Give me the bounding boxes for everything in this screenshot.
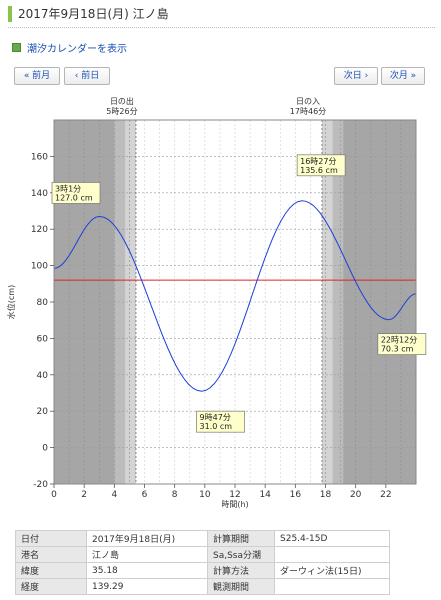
y-tick-label: 160 (31, 152, 48, 162)
x-tick-label: 16 (290, 490, 302, 500)
y-tick-label: 140 (31, 189, 48, 199)
y-tick-label: 60 (37, 334, 49, 344)
annotation-level: 127.0 cm (55, 193, 93, 202)
sunset-label: 日の入 (296, 97, 320, 106)
table-cell: 経度 (15, 578, 87, 595)
table-cell (274, 578, 390, 595)
x-tick-label: 0 (51, 490, 57, 500)
sunrise-label: 日の出 (110, 96, 134, 106)
y-tick-label: 20 (37, 407, 49, 417)
info-table: 日付 2017年9月18日(月) 計算期間 S25.4-15D 港名 江ノ島 S… (15, 530, 390, 595)
x-axis-ticks: 0 2 4 6 8 10 12 14 16 18 20 22 (51, 484, 392, 500)
table-cell: ダーウィン法(15日) (274, 562, 390, 579)
x-tick-label: 8 (172, 490, 178, 500)
calendar-link-label: 潮汐カレンダーを表示 (27, 44, 127, 55)
table-cell: 日付 (15, 530, 87, 547)
calendar-icon (12, 43, 21, 52)
table-cell: S25.4-15D (274, 530, 390, 547)
table-cell: 港名 (15, 546, 87, 563)
y-axis-ticks: -20 0 20 40 60 80 100 120 140 160 (31, 152, 54, 490)
annotation-box (196, 410, 245, 433)
table-cell: 計算方法 (207, 562, 275, 579)
annotation-time: 9時47分 (200, 413, 231, 422)
y-tick-label: 0 (42, 444, 48, 454)
x-axis-label: 時間(h) (221, 500, 248, 509)
prev-month-button[interactable]: « 前月 (14, 67, 60, 85)
x-tick-label: 14 (259, 490, 271, 500)
night-band (114, 120, 126, 484)
sunrise-time: 5時26分 (106, 107, 137, 116)
x-tick-label: 10 (199, 490, 211, 500)
table-row: 日付 2017年9月18日(月) 計算期間 S25.4-15D (15, 530, 390, 547)
table-cell: 139.29 (86, 578, 208, 595)
table-cell: 観測期間 (207, 578, 275, 595)
prev-day-button[interactable]: ‹ 前日 (64, 67, 110, 85)
table-cell: 計算期間 (207, 530, 275, 547)
annotation-level: 70.3 cm (381, 345, 414, 354)
x-tick-label: 6 (142, 490, 148, 500)
y-tick-label: 80 (37, 298, 49, 308)
x-tick-label: 12 (229, 490, 240, 500)
annotation-box (51, 182, 101, 204)
sunset-time: 17時46分 (290, 107, 326, 116)
table-cell: 35.18 (86, 562, 208, 579)
x-tick-label: 18 (320, 490, 332, 500)
tide-curve (53, 200, 417, 392)
annotation-level: 135.6 cm (300, 166, 338, 175)
annotation-time: 16時27分 (300, 157, 336, 166)
annotation-time: 3時1分 (55, 184, 81, 193)
annotation-box (296, 154, 346, 177)
table-cell: 2017年9月18日(月) (86, 530, 208, 547)
y-axis-label: 水位(cm) (6, 285, 16, 319)
table-row: 緯度 35.18 計算方法 ダーウィン法(15日) (15, 562, 390, 579)
next-month-button[interactable]: 次月 » (381, 67, 425, 85)
x-tick-label: 2 (81, 490, 87, 500)
chart-grid (54, 120, 416, 484)
x-tick-label: 4 (111, 490, 117, 500)
y-tick-label: -20 (33, 480, 48, 490)
y-tick-label: 100 (31, 262, 48, 272)
table-cell: Sa,Ssa分潮 (207, 546, 275, 563)
calendar-link[interactable]: 潮汐カレンダーを表示 (12, 40, 127, 55)
table-row: 経度 139.29 観測期間 (15, 578, 390, 595)
table-row: 港名 江ノ島 Sa,Ssa分潮 (15, 546, 390, 563)
table-cell: 緯度 (15, 562, 87, 579)
y-tick-label: 40 (37, 371, 49, 381)
y-tick-label: 120 (31, 225, 48, 235)
annotation-level: 31.0 cm (200, 422, 233, 431)
next-day-button[interactable]: 次日 › (334, 67, 378, 85)
page-title: 2017年9月18日(月) 江ノ島 (8, 6, 169, 22)
annotation-box (377, 333, 427, 356)
x-tick-label: 20 (350, 490, 362, 500)
night-band (332, 120, 344, 484)
title-divider (8, 27, 435, 28)
x-tick-label: 22 (380, 490, 391, 500)
table-cell (274, 546, 390, 563)
table-cell: 江ノ島 (86, 546, 208, 563)
annotation-time: 22時12分 (381, 336, 417, 345)
